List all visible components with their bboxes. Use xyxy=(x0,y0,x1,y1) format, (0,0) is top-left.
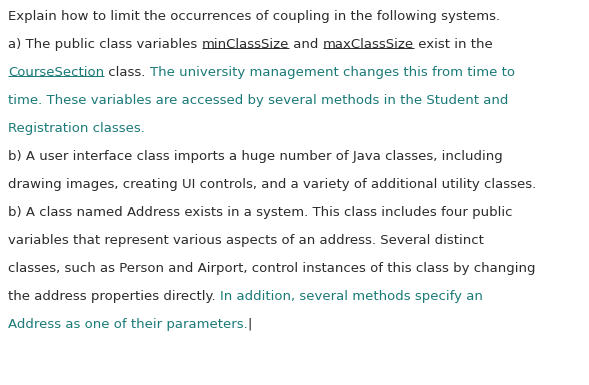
Text: In addition, several methods specify an: In addition, several methods specify an xyxy=(220,290,483,303)
Text: maxClassSize: maxClassSize xyxy=(323,38,413,51)
Text: exist in the: exist in the xyxy=(413,38,492,51)
Text: Explain how to limit the occurrences of coupling in the following systems.: Explain how to limit the occurrences of … xyxy=(8,10,500,23)
Text: time. These variables are accessed by several methods in the Student and: time. These variables are accessed by se… xyxy=(8,94,508,107)
Text: class.: class. xyxy=(104,66,150,79)
Text: Registration classes.: Registration classes. xyxy=(8,122,145,135)
Text: |: | xyxy=(248,318,252,331)
Text: drawing images, creating UI controls, and a variety of additional utility classe: drawing images, creating UI controls, an… xyxy=(8,178,536,191)
Text: CourseSection: CourseSection xyxy=(8,66,104,79)
Text: classes, such as Person and Airport, control instances of this class by changing: classes, such as Person and Airport, con… xyxy=(8,262,535,275)
Text: a) The public class variables: a) The public class variables xyxy=(8,38,201,51)
Text: b) A class named Address exists in a system. This class includes four public: b) A class named Address exists in a sys… xyxy=(8,206,512,219)
Text: and: and xyxy=(289,38,323,51)
Text: The university management changes this from time to: The university management changes this f… xyxy=(150,66,515,79)
Text: b) A user interface class imports a huge number of Java classes, including: b) A user interface class imports a huge… xyxy=(8,150,503,163)
Text: minClassSize: minClassSize xyxy=(201,38,289,51)
Text: Address as one of their parameters.: Address as one of their parameters. xyxy=(8,318,248,331)
Text: variables that represent various aspects of an address. Several distinct: variables that represent various aspects… xyxy=(8,234,484,247)
Text: the address properties directly.: the address properties directly. xyxy=(8,290,220,303)
